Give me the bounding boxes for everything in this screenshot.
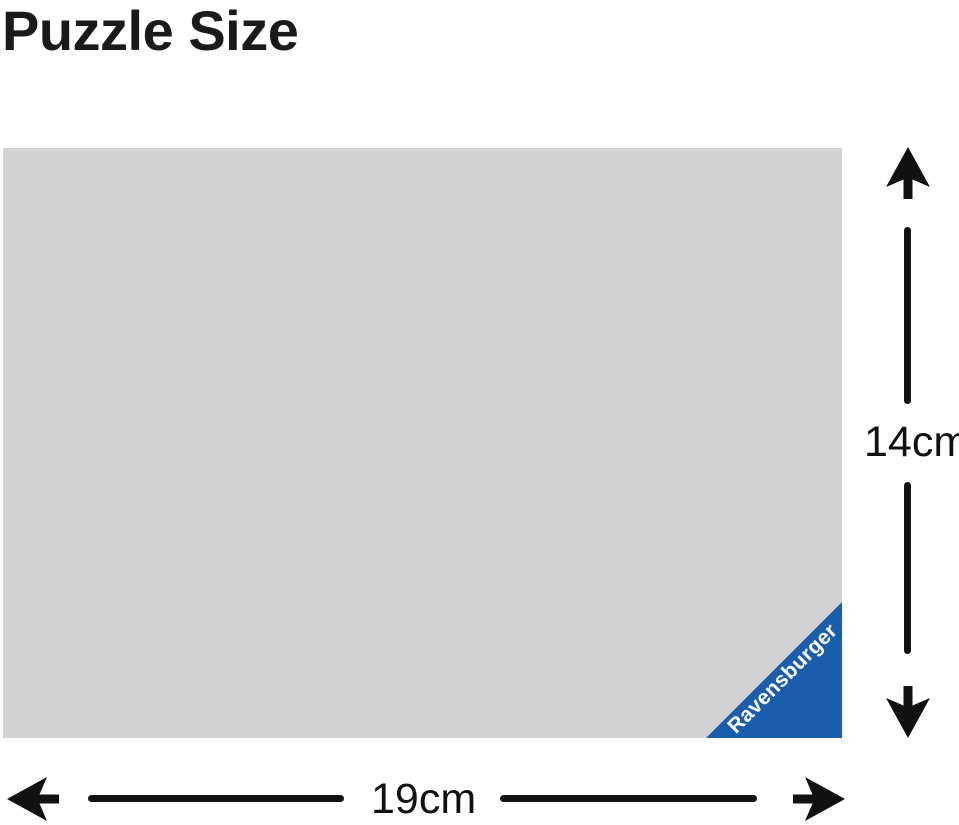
arrow-right-icon bbox=[793, 777, 845, 821]
arrow-down-icon bbox=[886, 686, 930, 738]
width-dimension-line-left bbox=[88, 795, 344, 802]
height-dimension-line-top bbox=[904, 227, 911, 404]
width-dimension-label: 19cm bbox=[371, 775, 477, 823]
height-dimension-line-bottom bbox=[904, 482, 911, 654]
brand-logo-text: Ravensburger bbox=[723, 619, 842, 738]
width-dimension-line-right bbox=[500, 795, 757, 802]
arrow-left-icon bbox=[7, 777, 59, 821]
puzzle-preview-rect: Ravensburger bbox=[3, 148, 842, 738]
height-dimension-label: 14cm bbox=[864, 418, 959, 466]
brand-corner-triangle: Ravensburger bbox=[706, 602, 842, 738]
page-title: Puzzle Size bbox=[2, 0, 299, 62]
arrow-up-icon bbox=[886, 147, 930, 199]
